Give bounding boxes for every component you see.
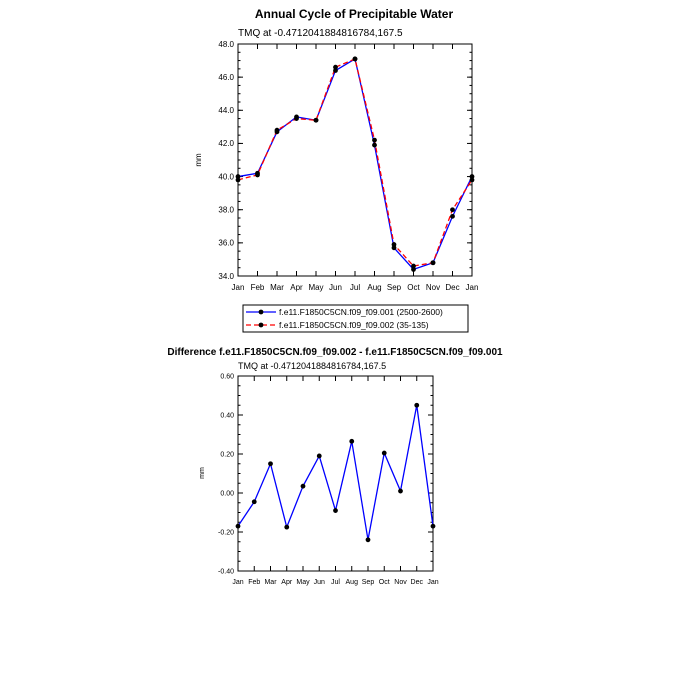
chart1-series-1-point bbox=[372, 142, 377, 148]
chart1-xtick-label: Sep bbox=[387, 283, 402, 292]
chart1-series-1-point bbox=[391, 245, 397, 251]
chart1-series-2-point bbox=[391, 242, 397, 247]
chart1-xtick-label: Feb bbox=[251, 283, 265, 292]
chart2-xtick-label: Jan bbox=[232, 579, 243, 586]
chart2-ytick-label: -0.40 bbox=[218, 568, 234, 575]
chart2-xtick-label: Jun bbox=[314, 579, 325, 586]
chart1-series-2-line bbox=[237, 58, 473, 267]
chart1-xtick-label: Nov bbox=[426, 283, 440, 292]
chart2-xtick-label: Dec bbox=[411, 579, 424, 586]
chart1-plot-frame bbox=[237, 43, 473, 277]
chart1-series-2-point bbox=[430, 260, 436, 266]
chart1-ytick-label: 44.0 bbox=[218, 106, 234, 115]
chart2-series-1-line bbox=[237, 405, 434, 540]
chart1-ytick-label: 36.0 bbox=[218, 239, 234, 248]
chart2-series-1-point bbox=[333, 508, 338, 513]
chart2-xtick-label: Sep bbox=[362, 579, 375, 586]
chart2-xtick-label: Jul bbox=[331, 579, 340, 586]
chart1-ytick-label: 34.0 bbox=[218, 272, 234, 281]
chart1-xtick-label: Jan bbox=[466, 283, 479, 292]
chart1-ytick-label: 46.0 bbox=[218, 73, 234, 82]
chart1-series-2-point bbox=[352, 56, 358, 62]
legend: f.e11.F1850C5CN.f09_f09.001 (2500-2600) f… bbox=[242, 304, 469, 333]
chart1-series-1-point bbox=[450, 213, 455, 219]
chart2-xtick-label: May bbox=[296, 579, 310, 586]
chart1-series-1-point bbox=[235, 174, 241, 179]
chart1-series-1-line bbox=[237, 57, 473, 271]
chart2-series-1-point bbox=[398, 488, 403, 494]
chart1-xtick-label: Aug bbox=[367, 283, 381, 292]
chart2-series-1-point bbox=[300, 483, 306, 489]
chart1-series-2-point bbox=[450, 207, 455, 213]
chart1-ytick-label: 42.0 bbox=[218, 139, 234, 148]
chart1-xtick-label: Apr bbox=[290, 283, 303, 292]
chart1-xtick-label: Oct bbox=[407, 283, 420, 292]
chart2-series-1-point bbox=[414, 402, 420, 408]
chart1-series-2-point bbox=[274, 127, 280, 133]
legend-box bbox=[242, 304, 469, 333]
chart2-xtick-label: Mar bbox=[264, 579, 277, 586]
chart1-series-2-point bbox=[469, 177, 475, 183]
chart2-series-1-point bbox=[235, 523, 241, 529]
chart2-series-1-point bbox=[430, 523, 436, 529]
chart1-subtitle: TMQ at -0.4712041884816784,167.5 bbox=[238, 28, 403, 39]
chart2-title: Difference f.e11.F1850C5CN.f09_f09.002 -… bbox=[167, 347, 503, 358]
chart1-series-2-point bbox=[255, 172, 260, 178]
legend-entry-label: f.e11.F1850C5CN.f09_f09.001 (2500-2600) bbox=[279, 307, 443, 317]
chart2-series-1-point bbox=[316, 453, 322, 459]
chart2-xtick-label: Feb bbox=[248, 579, 260, 586]
chart2-ytick-label: 0.60 bbox=[220, 373, 234, 380]
chart1-ytick-label: 48.0 bbox=[218, 40, 234, 49]
chart1-xtick-label: Jan bbox=[232, 283, 245, 292]
legend-swatch-marker bbox=[258, 309, 264, 315]
chart2-xtick-label: Aug bbox=[346, 579, 359, 586]
chart1-series-2-point bbox=[372, 137, 377, 143]
chart1-xtick-label: Jun bbox=[329, 283, 342, 292]
chart1-series-2-point bbox=[411, 263, 416, 269]
chart1-xtick-label: May bbox=[308, 283, 323, 292]
chart1-ytick-label: 38.0 bbox=[218, 206, 234, 215]
chart2-ytick-label: 0.00 bbox=[220, 490, 234, 497]
chart2-series-1-point bbox=[365, 537, 371, 543]
chart2-subtitle: TMQ at -0.4712041884816784,167.5 bbox=[238, 361, 386, 371]
chart1-xtick-label: Mar bbox=[270, 283, 284, 292]
chart2-xtick-label: Jan bbox=[427, 579, 438, 586]
chart2-xtick-label: Apr bbox=[281, 579, 293, 586]
chart1-ylabel: mm bbox=[194, 153, 203, 167]
chart2-ytick-label: 0.20 bbox=[220, 451, 234, 458]
chart1-series-2-point bbox=[313, 117, 319, 123]
chart1-series-2-point bbox=[294, 116, 299, 121]
chart2-ytick-label: -0.20 bbox=[218, 529, 234, 536]
chart2-series-1-point bbox=[349, 438, 355, 444]
chart1-ytick-label: 40.0 bbox=[218, 172, 234, 181]
chart2-xtick-label: Nov bbox=[394, 579, 407, 586]
chart1-series-1-point bbox=[333, 68, 338, 73]
chart2-xtick-label: Oct bbox=[379, 579, 390, 586]
chart1-series-2-point bbox=[333, 64, 338, 70]
legend-entry-label: f.e11.F1850C5CN.f09_f09.002 (35-135) bbox=[279, 320, 429, 330]
chart2-series-1-point bbox=[268, 461, 273, 467]
chart1-series-1-point bbox=[411, 266, 416, 272]
chart1-xtick-label: Jul bbox=[350, 283, 360, 292]
chart2-series-1-point bbox=[251, 499, 257, 505]
chart1-title: Annual Cycle of Precipitable Water bbox=[255, 7, 454, 21]
chart1-series-1-point bbox=[469, 174, 475, 179]
chart2-ylabel: mm bbox=[199, 467, 206, 479]
chart2-series-1-point bbox=[381, 450, 387, 456]
chart2-series-1-point bbox=[284, 524, 290, 530]
chart1-series-2-point bbox=[235, 177, 241, 183]
chart1-xtick-label: Dec bbox=[445, 283, 459, 292]
chart2-ytick-label: 0.40 bbox=[220, 412, 234, 419]
legend-swatch-marker bbox=[258, 322, 264, 328]
